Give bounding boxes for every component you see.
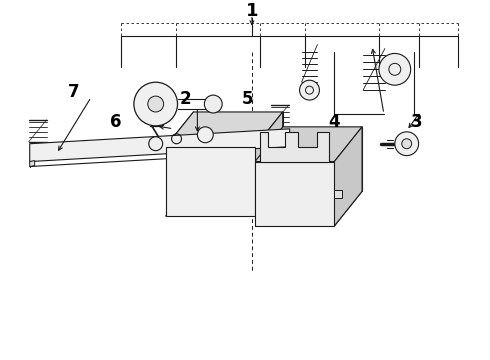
- Text: 3: 3: [411, 113, 422, 131]
- Polygon shape: [30, 161, 35, 167]
- Polygon shape: [166, 147, 255, 216]
- Polygon shape: [166, 112, 283, 147]
- Circle shape: [299, 80, 319, 100]
- Circle shape: [148, 96, 164, 112]
- Polygon shape: [260, 132, 329, 162]
- Polygon shape: [255, 162, 334, 226]
- Circle shape: [395, 132, 418, 156]
- Polygon shape: [194, 112, 283, 181]
- Text: 7: 7: [68, 83, 79, 101]
- Circle shape: [134, 82, 177, 126]
- Text: 2: 2: [180, 90, 191, 108]
- Circle shape: [379, 53, 411, 85]
- Circle shape: [204, 95, 222, 113]
- Circle shape: [197, 127, 213, 143]
- Text: 1: 1: [245, 2, 258, 20]
- Polygon shape: [334, 190, 342, 198]
- Circle shape: [149, 137, 163, 151]
- Polygon shape: [334, 127, 362, 226]
- Text: 4: 4: [328, 113, 340, 131]
- Text: 6: 6: [110, 113, 122, 131]
- Text: 5: 5: [242, 90, 254, 108]
- Polygon shape: [30, 129, 290, 162]
- Circle shape: [402, 139, 412, 149]
- Polygon shape: [283, 127, 362, 192]
- Polygon shape: [255, 127, 362, 162]
- Polygon shape: [255, 112, 283, 216]
